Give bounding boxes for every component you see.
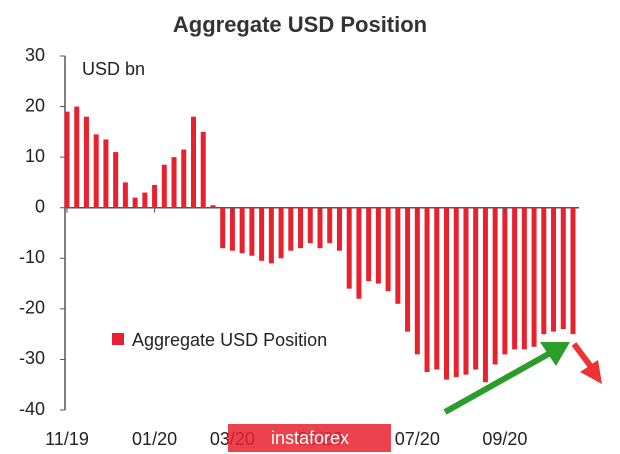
bar bbox=[93, 134, 99, 208]
x-tick-label: 01/20 bbox=[132, 429, 177, 449]
bar bbox=[570, 207, 576, 335]
y-tick-label: -30 bbox=[19, 348, 45, 368]
y-tick-label: 0 bbox=[35, 196, 45, 216]
bar bbox=[191, 116, 196, 208]
y-axis-label: USD bn bbox=[82, 59, 145, 79]
bar bbox=[113, 152, 119, 208]
bar bbox=[434, 207, 440, 370]
bar bbox=[83, 116, 89, 208]
bar bbox=[229, 207, 235, 251]
y-tick-label: 10 bbox=[25, 146, 45, 166]
bar bbox=[74, 106, 80, 208]
bar bbox=[171, 157, 177, 208]
bar bbox=[122, 182, 128, 208]
bar bbox=[346, 207, 352, 289]
x-tick-label: 09/20 bbox=[482, 429, 527, 449]
bar bbox=[492, 207, 498, 365]
bar bbox=[414, 207, 420, 355]
bar bbox=[181, 149, 187, 208]
bar bbox=[473, 207, 479, 370]
bar bbox=[482, 207, 488, 383]
y-tick-label: -10 bbox=[19, 247, 45, 267]
bar bbox=[521, 207, 527, 350]
bar bbox=[405, 207, 411, 332]
bar bbox=[161, 164, 167, 208]
bar bbox=[541, 207, 547, 335]
bar bbox=[278, 207, 284, 259]
bar bbox=[551, 207, 557, 332]
bar bbox=[200, 131, 206, 208]
bar bbox=[336, 207, 342, 251]
y-tick-label: 20 bbox=[25, 95, 45, 115]
bar bbox=[142, 192, 148, 208]
bar bbox=[395, 207, 401, 304]
watermark-bg bbox=[228, 424, 391, 452]
x-tick-label: 11/19 bbox=[45, 429, 89, 449]
bar bbox=[210, 205, 216, 208]
watermark: instaforex bbox=[271, 428, 349, 448]
bar bbox=[327, 207, 333, 244]
bar bbox=[317, 207, 323, 249]
bar bbox=[259, 207, 265, 261]
bar bbox=[385, 207, 391, 292]
bar bbox=[560, 207, 566, 330]
bar bbox=[356, 207, 362, 299]
bar bbox=[531, 207, 537, 347]
x-tick-label: 07/20 bbox=[395, 429, 440, 449]
bar bbox=[444, 207, 449, 380]
bar bbox=[152, 184, 158, 208]
bar bbox=[307, 207, 313, 244]
green-arrow bbox=[443, 342, 570, 415]
chart-title: Aggregate USD Position bbox=[173, 12, 427, 37]
bar bbox=[298, 207, 304, 249]
bar bbox=[249, 207, 255, 256]
bar bbox=[375, 207, 381, 284]
legend-swatch bbox=[112, 333, 124, 345]
bar bbox=[64, 111, 70, 208]
bar bbox=[239, 207, 245, 254]
bar bbox=[132, 197, 138, 208]
y-tick-label: -40 bbox=[19, 399, 45, 419]
bar bbox=[366, 207, 372, 282]
bar bbox=[220, 207, 226, 249]
bar bbox=[512, 207, 518, 350]
bar bbox=[424, 207, 430, 373]
bar bbox=[463, 207, 469, 375]
y-tick-label: 30 bbox=[25, 45, 45, 65]
y-tick-label: -20 bbox=[19, 298, 45, 318]
legend-label: Aggregate USD Position bbox=[132, 330, 327, 350]
bar bbox=[103, 139, 109, 208]
bar bbox=[288, 207, 294, 251]
red-arrow bbox=[571, 342, 602, 384]
bar bbox=[268, 207, 274, 264]
bar bbox=[502, 207, 508, 355]
bar bbox=[453, 207, 459, 378]
